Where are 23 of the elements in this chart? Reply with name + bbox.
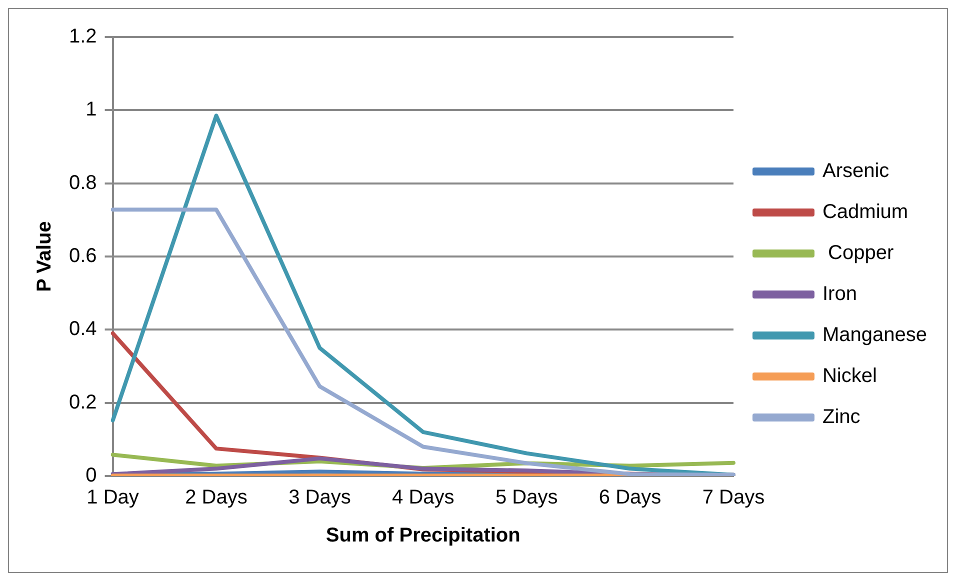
- legend-label: Cadmium: [822, 201, 908, 224]
- y-tick-label: 0.6: [68, 245, 97, 268]
- x-tick-label: 1 Day: [86, 486, 139, 509]
- x-tick-label: 4 Days: [392, 486, 454, 509]
- x-tick-label: 5 Days: [495, 486, 558, 509]
- x-tick-label: 2 Days: [185, 486, 248, 509]
- legend-label: Manganese: [822, 324, 928, 346]
- y-tick-label: 1: [86, 98, 97, 121]
- x-tick-label: 6 Days: [598, 486, 662, 509]
- legend-label: Zinc: [822, 406, 860, 428]
- y-tick-label: 1.2: [68, 26, 97, 48]
- y-tick-label: 0.2: [68, 391, 97, 414]
- x-tick-label: 7 Days: [702, 486, 765, 509]
- y-tick-label: 0.8: [68, 172, 97, 194]
- legend-label: Nickel: [822, 365, 877, 388]
- x-axis-title: Sum of Precipitation: [326, 524, 520, 547]
- y-tick-label: 0.4: [68, 318, 97, 340]
- legend-label: Iron: [822, 283, 857, 306]
- x-tick-label: 3 Days: [288, 486, 351, 509]
- y-tick-label: 0: [86, 464, 97, 487]
- legend-label: Copper: [822, 242, 894, 264]
- y-axis-title: P Value: [34, 221, 56, 292]
- legend-label: Arsenic: [822, 160, 890, 182]
